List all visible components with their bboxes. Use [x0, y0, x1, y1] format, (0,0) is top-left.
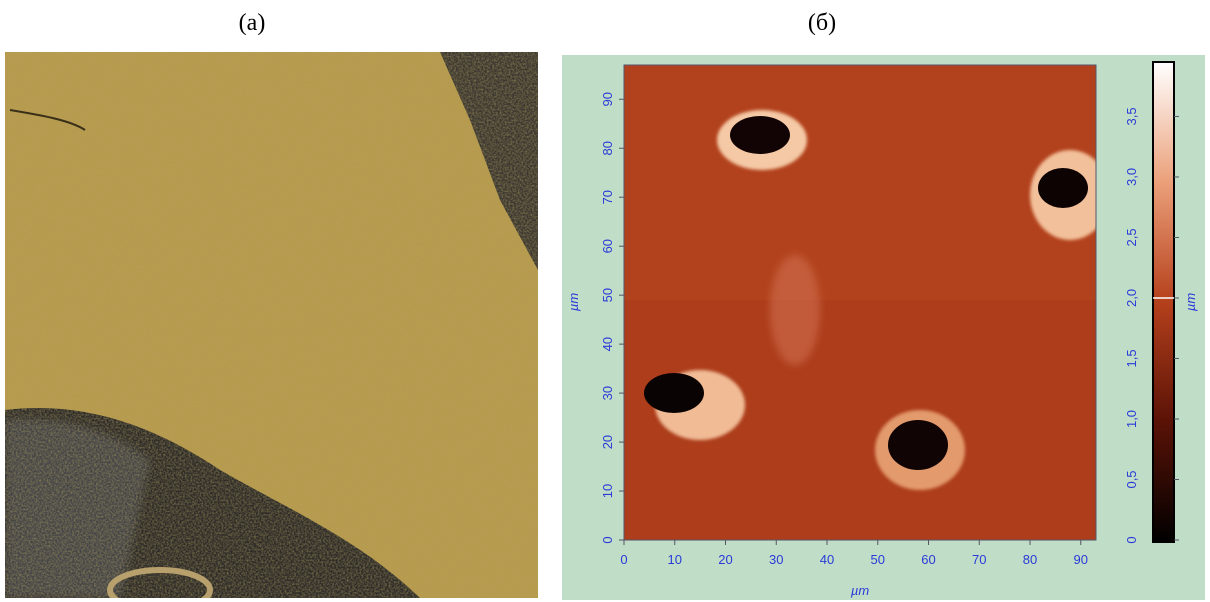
y-axis-label: µm: [566, 293, 581, 311]
x-tick-label: 40: [820, 552, 834, 567]
colorbar-tick-label: 3,0: [1124, 168, 1139, 186]
panel-label: (б): [808, 10, 836, 36]
y-tick-label: 60: [600, 239, 615, 253]
x-tick-label: 90: [1074, 552, 1088, 567]
y-tick-label: 0: [600, 536, 615, 543]
photo: [5, 52, 538, 602]
colorbar-tick-label: 1,5: [1124, 349, 1139, 367]
colorbar-tick-label: 0,5: [1124, 470, 1139, 488]
colorbar-label: µm: [1183, 293, 1198, 311]
colorbar-tick-label: 0: [1124, 536, 1139, 543]
colorbar-tick-label: 3,5: [1124, 107, 1139, 125]
colorbar: [1153, 62, 1174, 542]
x-tick-label: 50: [871, 552, 885, 567]
y-tick-label: 80: [600, 141, 615, 155]
y-tick-label: 10: [600, 484, 615, 498]
figure: (a) (б) 0 10 20 30 40 50 60 70 80 90 0 10 20 30 40 50 60…: [0, 0, 1210, 602]
x-tick-label: 10: [668, 552, 682, 567]
x-tick-label: 30: [769, 552, 783, 567]
y-tick-label: 40: [600, 337, 615, 351]
y-tick-label: 70: [600, 190, 615, 204]
colorbar-tick-label: 2,0: [1124, 289, 1139, 307]
afm-image: [624, 65, 1110, 540]
y-tick-label: 90: [600, 92, 615, 106]
x-tick-label: 70: [972, 552, 986, 567]
x-tick-label: 20: [718, 552, 732, 567]
colorbar-tick-label: 1,0: [1124, 410, 1139, 428]
x-tick-label: 80: [1023, 552, 1037, 567]
colorbar-tick-label: 2,5: [1124, 228, 1139, 246]
y-tick-label: 50: [600, 288, 615, 302]
x-tick-label: 60: [921, 552, 935, 567]
panel-label: (a): [239, 10, 266, 36]
y-tick-label: 20: [600, 435, 615, 449]
x-axis-label: µm: [851, 583, 869, 598]
x-tick-label: 0: [620, 552, 627, 567]
y-tick-label: 30: [600, 386, 615, 400]
